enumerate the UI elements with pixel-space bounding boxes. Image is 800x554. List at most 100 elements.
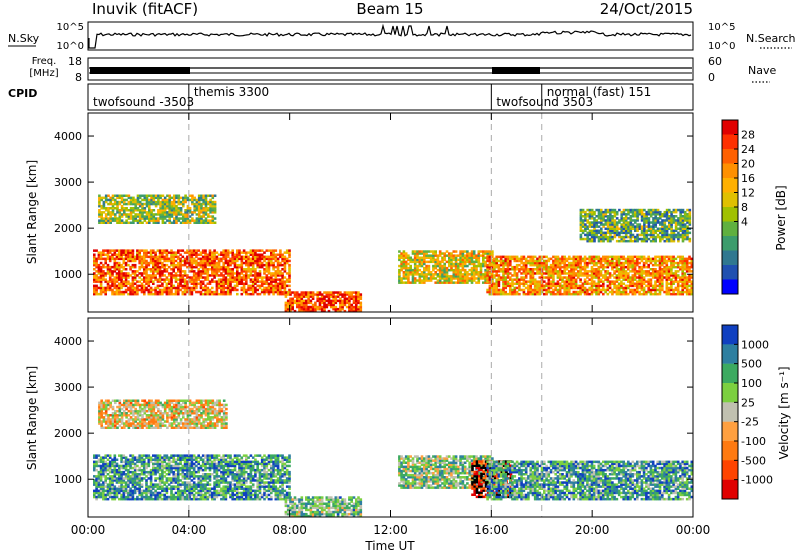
echo-cell	[683, 276, 687, 279]
echo-cell	[425, 277, 428, 280]
echo-cell	[416, 264, 419, 268]
echo-cell	[418, 279, 422, 282]
echo-cell	[173, 194, 176, 197]
echo-cell	[152, 282, 155, 285]
echo-cell	[107, 211, 110, 214]
echo-cell	[181, 278, 185, 281]
echo-cell	[236, 255, 239, 259]
echo-cell	[642, 280, 646, 283]
echo-cell	[186, 249, 189, 252]
echo-cell	[202, 200, 205, 204]
echo-cell	[204, 292, 207, 296]
echo-cell	[636, 284, 639, 288]
echo-cell	[670, 278, 673, 281]
echo-cell	[615, 259, 619, 263]
echo-cell	[170, 221, 174, 224]
echo-cell	[258, 253, 262, 256]
echo-cell	[681, 233, 685, 237]
echo-cell	[267, 284, 271, 288]
echo-cell	[197, 257, 200, 261]
echo-cell	[206, 263, 210, 267]
echo-cell	[645, 215, 648, 218]
echo-cell	[661, 219, 664, 222]
power-mode-dividers	[188, 113, 543, 312]
echo-cell	[606, 259, 610, 263]
echo-cell	[213, 255, 216, 259]
echo-cell	[118, 270, 121, 273]
echo-cell	[670, 233, 673, 237]
echo-cell	[184, 215, 187, 218]
echo-cell	[527, 286, 530, 290]
echo-cell	[556, 270, 560, 273]
echo-cell	[115, 257, 119, 261]
echo-cell	[122, 274, 126, 277]
echo-cell	[339, 307, 342, 311]
echo-cell	[267, 288, 271, 292]
echo-cell	[686, 233, 689, 237]
echo-cell	[108, 270, 112, 273]
echo-cell	[106, 257, 110, 261]
echo-cell	[681, 231, 685, 235]
echo-cell	[270, 259, 273, 263]
echo-cell	[638, 210, 642, 214]
echo-cell	[100, 211, 103, 214]
echo-cell	[484, 273, 487, 276]
echo-cell	[99, 473, 103, 476]
echo-cell	[184, 194, 187, 197]
echo-cell	[285, 278, 289, 281]
echo-cell	[247, 274, 250, 277]
echo-cell	[148, 209, 151, 212]
echo-cell	[652, 229, 655, 232]
echo-cell	[206, 268, 210, 271]
echo-cell	[260, 265, 264, 269]
echo-cell	[647, 257, 650, 261]
echo-cell	[466, 281, 469, 284]
echo-cell	[108, 483, 112, 486]
echo-cell	[136, 290, 139, 294]
echo-cell	[129, 253, 132, 256]
echo-cell	[177, 268, 180, 271]
echo-cell	[213, 251, 216, 254]
echo-cell	[493, 276, 496, 279]
cpid-segment-label: themis 3300	[194, 85, 269, 99]
echo-cell	[602, 233, 605, 237]
echo-cell	[429, 275, 433, 278]
echo-cell	[283, 259, 287, 263]
echo-cell	[613, 286, 616, 290]
echo-cell	[104, 207, 108, 210]
echo-cell	[552, 278, 555, 281]
echo-cell	[93, 284, 96, 288]
echo-cell	[195, 286, 198, 290]
echo-cell	[629, 261, 632, 265]
echo-cell	[463, 275, 467, 278]
echo-cell	[159, 196, 162, 200]
echo-cell	[470, 273, 474, 276]
echo-cell	[177, 213, 181, 216]
echo-cell	[307, 293, 310, 296]
echo-cell	[147, 263, 151, 267]
echo-cell	[654, 223, 657, 226]
echo-cell	[651, 292, 655, 296]
echo-cell	[595, 288, 598, 292]
echo-cell	[683, 282, 687, 285]
echo-cell	[536, 280, 539, 283]
echo-cell	[416, 254, 419, 257]
echo-cell	[615, 225, 619, 228]
echo-cell	[681, 261, 684, 265]
echo-cell	[549, 265, 553, 269]
echo-cell	[556, 292, 560, 296]
echo-cell	[561, 257, 564, 261]
echo-cell	[624, 259, 628, 263]
echo-cell	[298, 293, 301, 296]
echo-cell	[640, 286, 644, 290]
echo-cell	[148, 219, 151, 222]
echo-cell	[531, 290, 535, 294]
echo-cell	[570, 282, 573, 285]
echo-cell	[177, 196, 181, 200]
echo-cell	[568, 292, 571, 296]
echo-cell	[213, 209, 217, 212]
echo-cell	[629, 265, 632, 269]
echo-cell	[602, 223, 605, 226]
echo-cell	[156, 268, 160, 271]
